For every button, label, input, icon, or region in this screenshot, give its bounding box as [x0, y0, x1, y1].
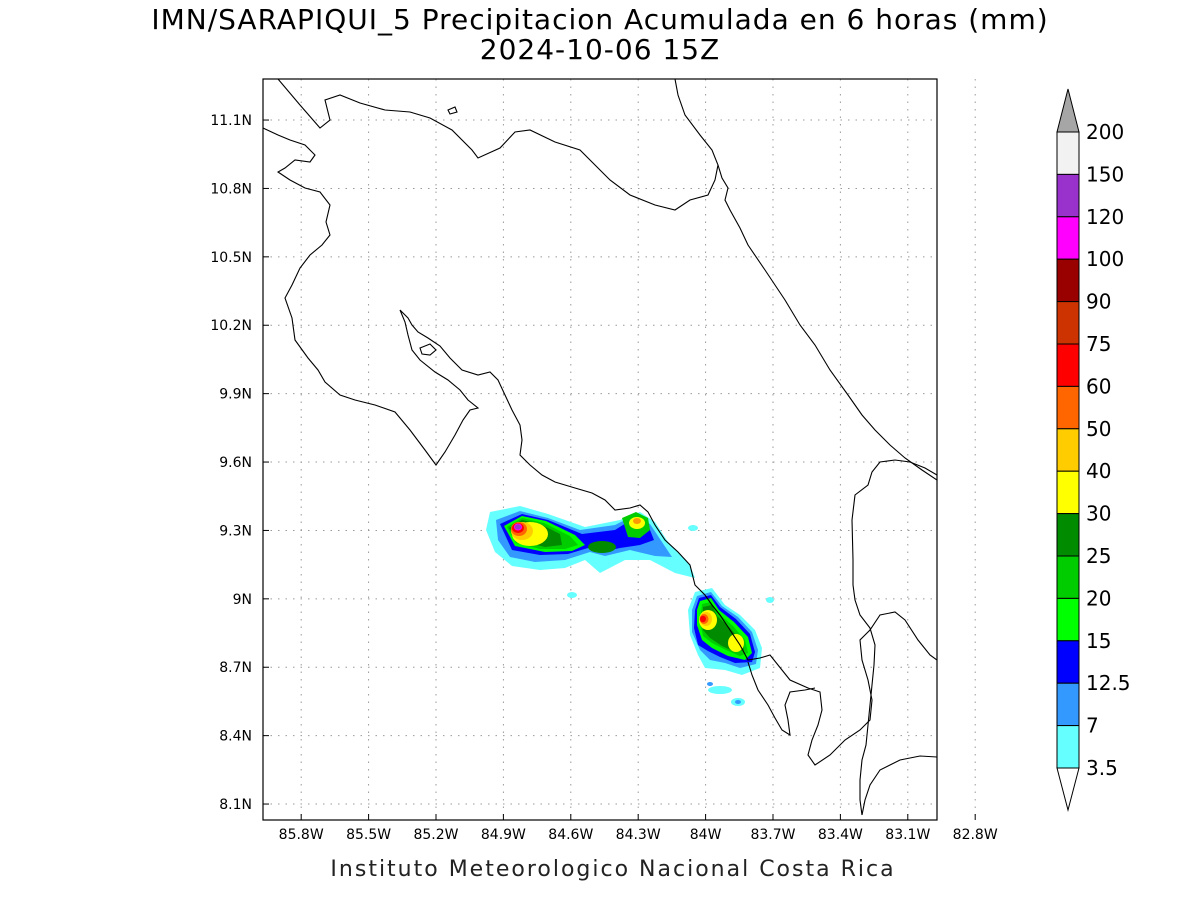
y-tick-label: 8.1N: [219, 797, 252, 813]
x-tick-label: 83.1W: [885, 827, 930, 843]
y-tick-label: 8.4N: [219, 729, 252, 745]
x-tick-label: 83.7W: [750, 827, 795, 843]
colorbar-swatch: [1056, 470, 1080, 515]
colorbar-swatch: [1056, 216, 1080, 260]
colorbar-level-label: 20: [1086, 586, 1111, 610]
colorbar-swatch: [1056, 555, 1080, 599]
panama-border: [851, 459, 937, 816]
y-tick-label: 10.8N: [210, 181, 252, 197]
colorbar-swatch: [1056, 173, 1080, 218]
rain-cell-small: [735, 700, 741, 704]
coastline: [263, 79, 937, 816]
colorbar-swatch: [1056, 428, 1080, 472]
colorbar-level-label: 150: [1086, 162, 1124, 186]
colorbar-level-label: 75: [1086, 332, 1111, 356]
x-tick-label: 83.4W: [818, 827, 863, 843]
rain-cell-small: [766, 597, 774, 603]
colorbar-level-label: 40: [1086, 459, 1111, 483]
colorbar-swatch: [1056, 258, 1080, 303]
credit-footer: Instituto Meteorologico Nacional Costa R…: [330, 857, 896, 882]
rain-cell-small: [708, 686, 732, 694]
colorbar-level-label: 50: [1086, 417, 1111, 441]
rain-contour-150: [515, 524, 521, 530]
colorbar-level-label: 120: [1086, 205, 1124, 229]
rain-contour-75: [700, 615, 706, 623]
nicaragua-islet: [447, 106, 458, 115]
colorbar-swatch: [1056, 597, 1080, 642]
map-title: IMN/SARAPIQUI_5 Precipitacion Acumulada …: [151, 3, 1049, 36]
colorbar-level-label: 200: [1086, 120, 1124, 144]
x-tick-label: 85.8W: [279, 827, 324, 843]
x-tick-label: 84.9W: [481, 827, 526, 843]
colorbar-level-label: 7: [1086, 714, 1099, 738]
colorbar-swatch: [1056, 131, 1080, 175]
colorbar-level-label: 30: [1086, 502, 1111, 526]
colorbar-level-label: 25: [1086, 544, 1111, 568]
x-tick-label: 84.6W: [548, 827, 593, 843]
colorbar-swatch: [1056, 343, 1080, 387]
colorbar-swatch: [1056, 682, 1080, 727]
map-frame: [262, 78, 938, 821]
nicoya-gulf-island: [419, 343, 437, 356]
colorbar-legend: 200 150 120 100 90 75 60 50 40 30 25 20 15 12.5 7 3.5: [1056, 88, 1131, 812]
x-tick-label: 84W: [690, 827, 722, 843]
colorbar-swatch: [1056, 385, 1080, 430]
x-tick-label: 85.5W: [346, 827, 391, 843]
grid-lines: [263, 79, 976, 820]
colorbar-under-arrow: [1056, 767, 1080, 812]
y-tick-label: 9.9N: [219, 387, 252, 403]
y-tick-label: 9.3N: [219, 523, 252, 539]
y-tick-label: 10.5N: [210, 250, 252, 266]
pacific-coast-north: [263, 127, 937, 766]
colorbar-level-label: 12.5: [1086, 671, 1131, 695]
rain-cell-small: [707, 682, 713, 686]
y-tick-label: 10.2N: [210, 318, 252, 334]
colorbar-level-label: 15: [1086, 629, 1111, 653]
burica-coast: [861, 755, 937, 816]
colorbar-over-arrow: [1056, 88, 1080, 133]
colorbar-level-label: 90: [1086, 290, 1111, 314]
latitude-axis: 11.1N 10.8N 10.5N 10.2N 9.9N 9.6N 9.3N 9N 8.7N 8.…: [210, 113, 269, 813]
rain-cell-small: [567, 592, 577, 598]
rain-contour-40: [728, 634, 744, 652]
y-tick-label: 8.7N: [219, 660, 252, 676]
precipitation-field: [486, 506, 774, 706]
y-tick-label: 9N: [233, 592, 252, 608]
rain-cell-quepos-50: [633, 518, 641, 524]
y-tick-label: 11.1N: [210, 113, 252, 129]
colorbar-level-label: 3.5: [1086, 756, 1118, 780]
caribbean-coast: [717, 164, 937, 481]
colorbar-level-label: 100: [1086, 247, 1124, 271]
rain-cell-small: [688, 525, 698, 531]
colorbar-swatch: [1056, 513, 1080, 557]
colorbar-level-label: 60: [1086, 374, 1111, 398]
x-tick-label: 85.2W: [413, 827, 458, 843]
colorbar-swatch: [1056, 301, 1080, 345]
colorbar-swatch: [1056, 640, 1080, 684]
map-subtitle-date: 2024-10-06 15Z: [479, 33, 721, 66]
nicaragua-lake-shore: [277, 79, 719, 211]
x-tick-label: 84.3W: [616, 827, 661, 843]
longitude-axis: 85.8W 85.5W 85.2W 84.9W 84.6W 84.3W 84W 83.7W 83…: [279, 814, 998, 843]
x-tick-label: 82.8W: [953, 827, 998, 843]
osa-peninsula: [747, 661, 816, 737]
y-tick-label: 9.6N: [219, 455, 252, 471]
colorbar-swatch: [1056, 725, 1080, 769]
rain-contour-25-core: [588, 541, 616, 553]
